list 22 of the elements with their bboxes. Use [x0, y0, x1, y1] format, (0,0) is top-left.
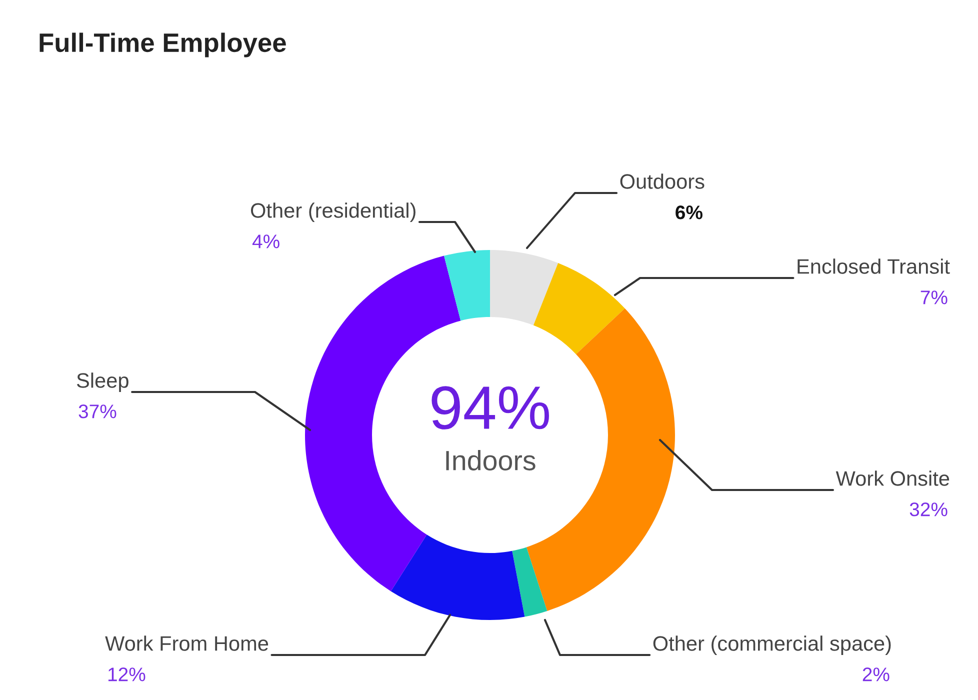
slice-label: Work From Home: [105, 636, 268, 651]
data-label: 7%: [920, 290, 948, 304]
slice-label: Sleep: [76, 372, 128, 392]
donut-slice: [490, 250, 558, 326]
slice-label: Enclosed Transit: [798, 258, 950, 274]
data-label: 37%: [78, 404, 116, 418]
slice-label: Outdoors: [620, 174, 704, 189]
data-label: 6%: [676, 206, 702, 220]
data-label: 32%: [910, 502, 948, 516]
data-label: 4%: [252, 234, 280, 248]
donut-slice: [533, 262, 625, 354]
donut-slice: [444, 250, 490, 321]
data-label: 12%: [108, 668, 146, 682]
text: Indoors: [446, 450, 536, 470]
donut-slice: [390, 534, 525, 620]
slice-label: Other (residential): [250, 202, 416, 222]
slice-label: Work Onsite: [836, 470, 950, 486]
data-label: 2%: [862, 668, 890, 682]
chart-title: Full-Time Employee: [40, 32, 286, 58]
slice-label: Other (commercial space): [653, 636, 891, 655]
text: 94%: [432, 386, 549, 430]
donut-slice: [512, 547, 548, 617]
